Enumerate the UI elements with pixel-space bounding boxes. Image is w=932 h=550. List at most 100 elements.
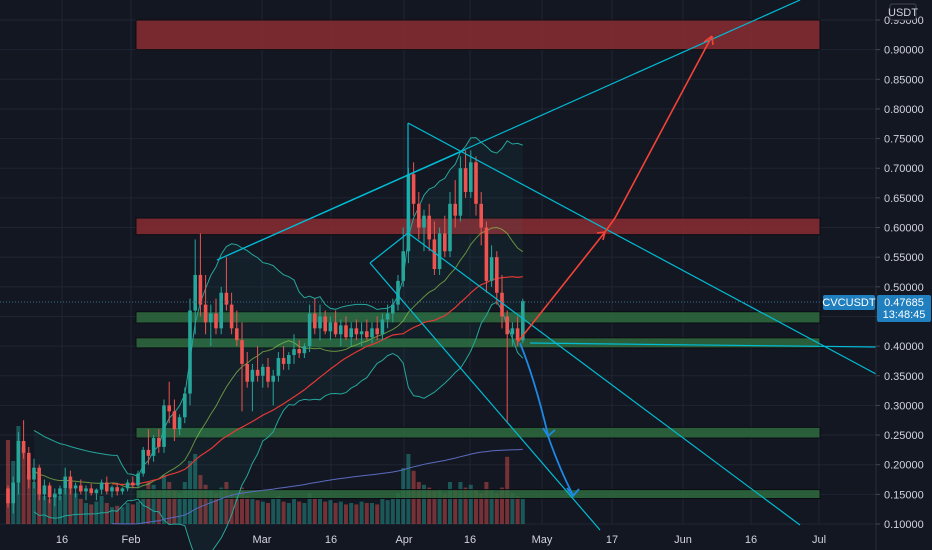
candle-body [328,322,333,332]
symbol-price-tag: CVCUSDT 0.47685 13:48:45 [822,295,931,322]
candle-body [385,313,390,320]
volume-bar [99,496,104,524]
volume-bar [214,493,218,524]
forecast-up-arrowhead [703,35,714,46]
price-tick-label: 0.80000 [884,104,924,116]
volume-bar [333,503,338,524]
currency-label[interactable]: USDT [888,3,918,21]
volume-bar [489,490,494,524]
volume-bar [442,493,447,524]
date-tick-label: Apr [395,534,412,546]
volume-bar [68,482,73,524]
volume-bar [463,487,468,524]
volume-bar [198,475,203,524]
volume-bar [146,482,151,524]
time-axis[interactable]: 16 Feb Mar 16 Apr 16 May 17 Jun 16 Jul [56,534,826,546]
candle-body [396,280,400,305]
candle-body [177,417,182,430]
candle-body [188,310,192,394]
volume-bar [380,498,385,524]
volume-bar [344,504,348,524]
candle-body [183,393,187,418]
volume-bar [110,507,114,524]
candle-body [266,366,270,382]
candle-body [68,476,73,489]
candle-body [224,292,229,305]
candle-body [167,405,171,412]
date-tick-label: 16 [56,534,68,546]
volume-bar [349,503,354,524]
resistance-zone [135,19,821,51]
candle-body [79,485,83,492]
volume-bar [47,498,52,524]
price-tick-label: 0.60000 [884,223,924,235]
candle-body [469,162,473,192]
candle-body [219,292,223,329]
currency-label-text: USDT [888,7,918,19]
candle-body [110,487,114,492]
triangle-apex-edge [369,232,409,264]
candle-body [214,313,218,329]
descending-channel-lower [407,232,801,526]
candle-body [42,485,47,495]
volume-bar [250,498,255,524]
volume-bar [328,500,333,524]
resistance-zone [135,217,821,236]
volume-bar [312,498,317,524]
candle-body [250,369,255,382]
candle-body [323,316,327,332]
volume-bar [286,503,291,524]
candle-body [370,328,374,338]
volume-bar [130,504,135,524]
candle-body [229,304,234,329]
support-zone [135,337,821,349]
candle-body [115,487,119,492]
volume-bar [297,501,302,524]
candle-body [11,482,15,504]
price-zones [135,19,821,500]
candle-body [380,319,385,335]
volume-bar [432,490,437,524]
candle-body [53,494,57,498]
candle-body [198,274,203,305]
candle-body [313,313,317,329]
volume-bar [234,496,239,524]
candle-body [417,203,421,228]
price-tick-label: 0.40000 [884,341,924,353]
price-axis[interactable]: 0.950000.900000.850000.800000.750000.700… [875,0,932,550]
candle-body [27,452,31,480]
volume-bar [260,501,265,524]
date-tick-label: Feb [122,534,141,546]
candle-body [521,301,525,341]
candle-body [172,411,177,430]
candle-body [458,168,463,216]
candle-body [479,203,483,228]
candle-body [344,325,348,338]
candle-body [422,215,426,228]
bollinger-basis [33,226,524,489]
volume-bar [458,482,463,524]
drawings[interactable] [216,0,877,531]
volume-bar [479,493,484,524]
volume-bar [406,454,411,524]
candle-body [339,325,343,335]
volume-bar [58,496,62,524]
bollinger-lower [33,301,524,550]
volume-bar [73,493,78,524]
volume-bar [6,440,10,524]
forecast-up-leg-3 [614,35,713,219]
candle-body [302,346,307,354]
price-tick-label: 0.50000 [884,282,924,294]
candle-body [437,233,442,270]
volume-bar [37,489,42,524]
volume-bar [370,503,374,524]
volume-bar [422,484,426,524]
volume-bar [156,490,161,524]
last-price-tag-box [877,295,931,322]
candle-body [432,239,437,270]
volume-bar [182,482,187,524]
candle-body [162,405,166,447]
